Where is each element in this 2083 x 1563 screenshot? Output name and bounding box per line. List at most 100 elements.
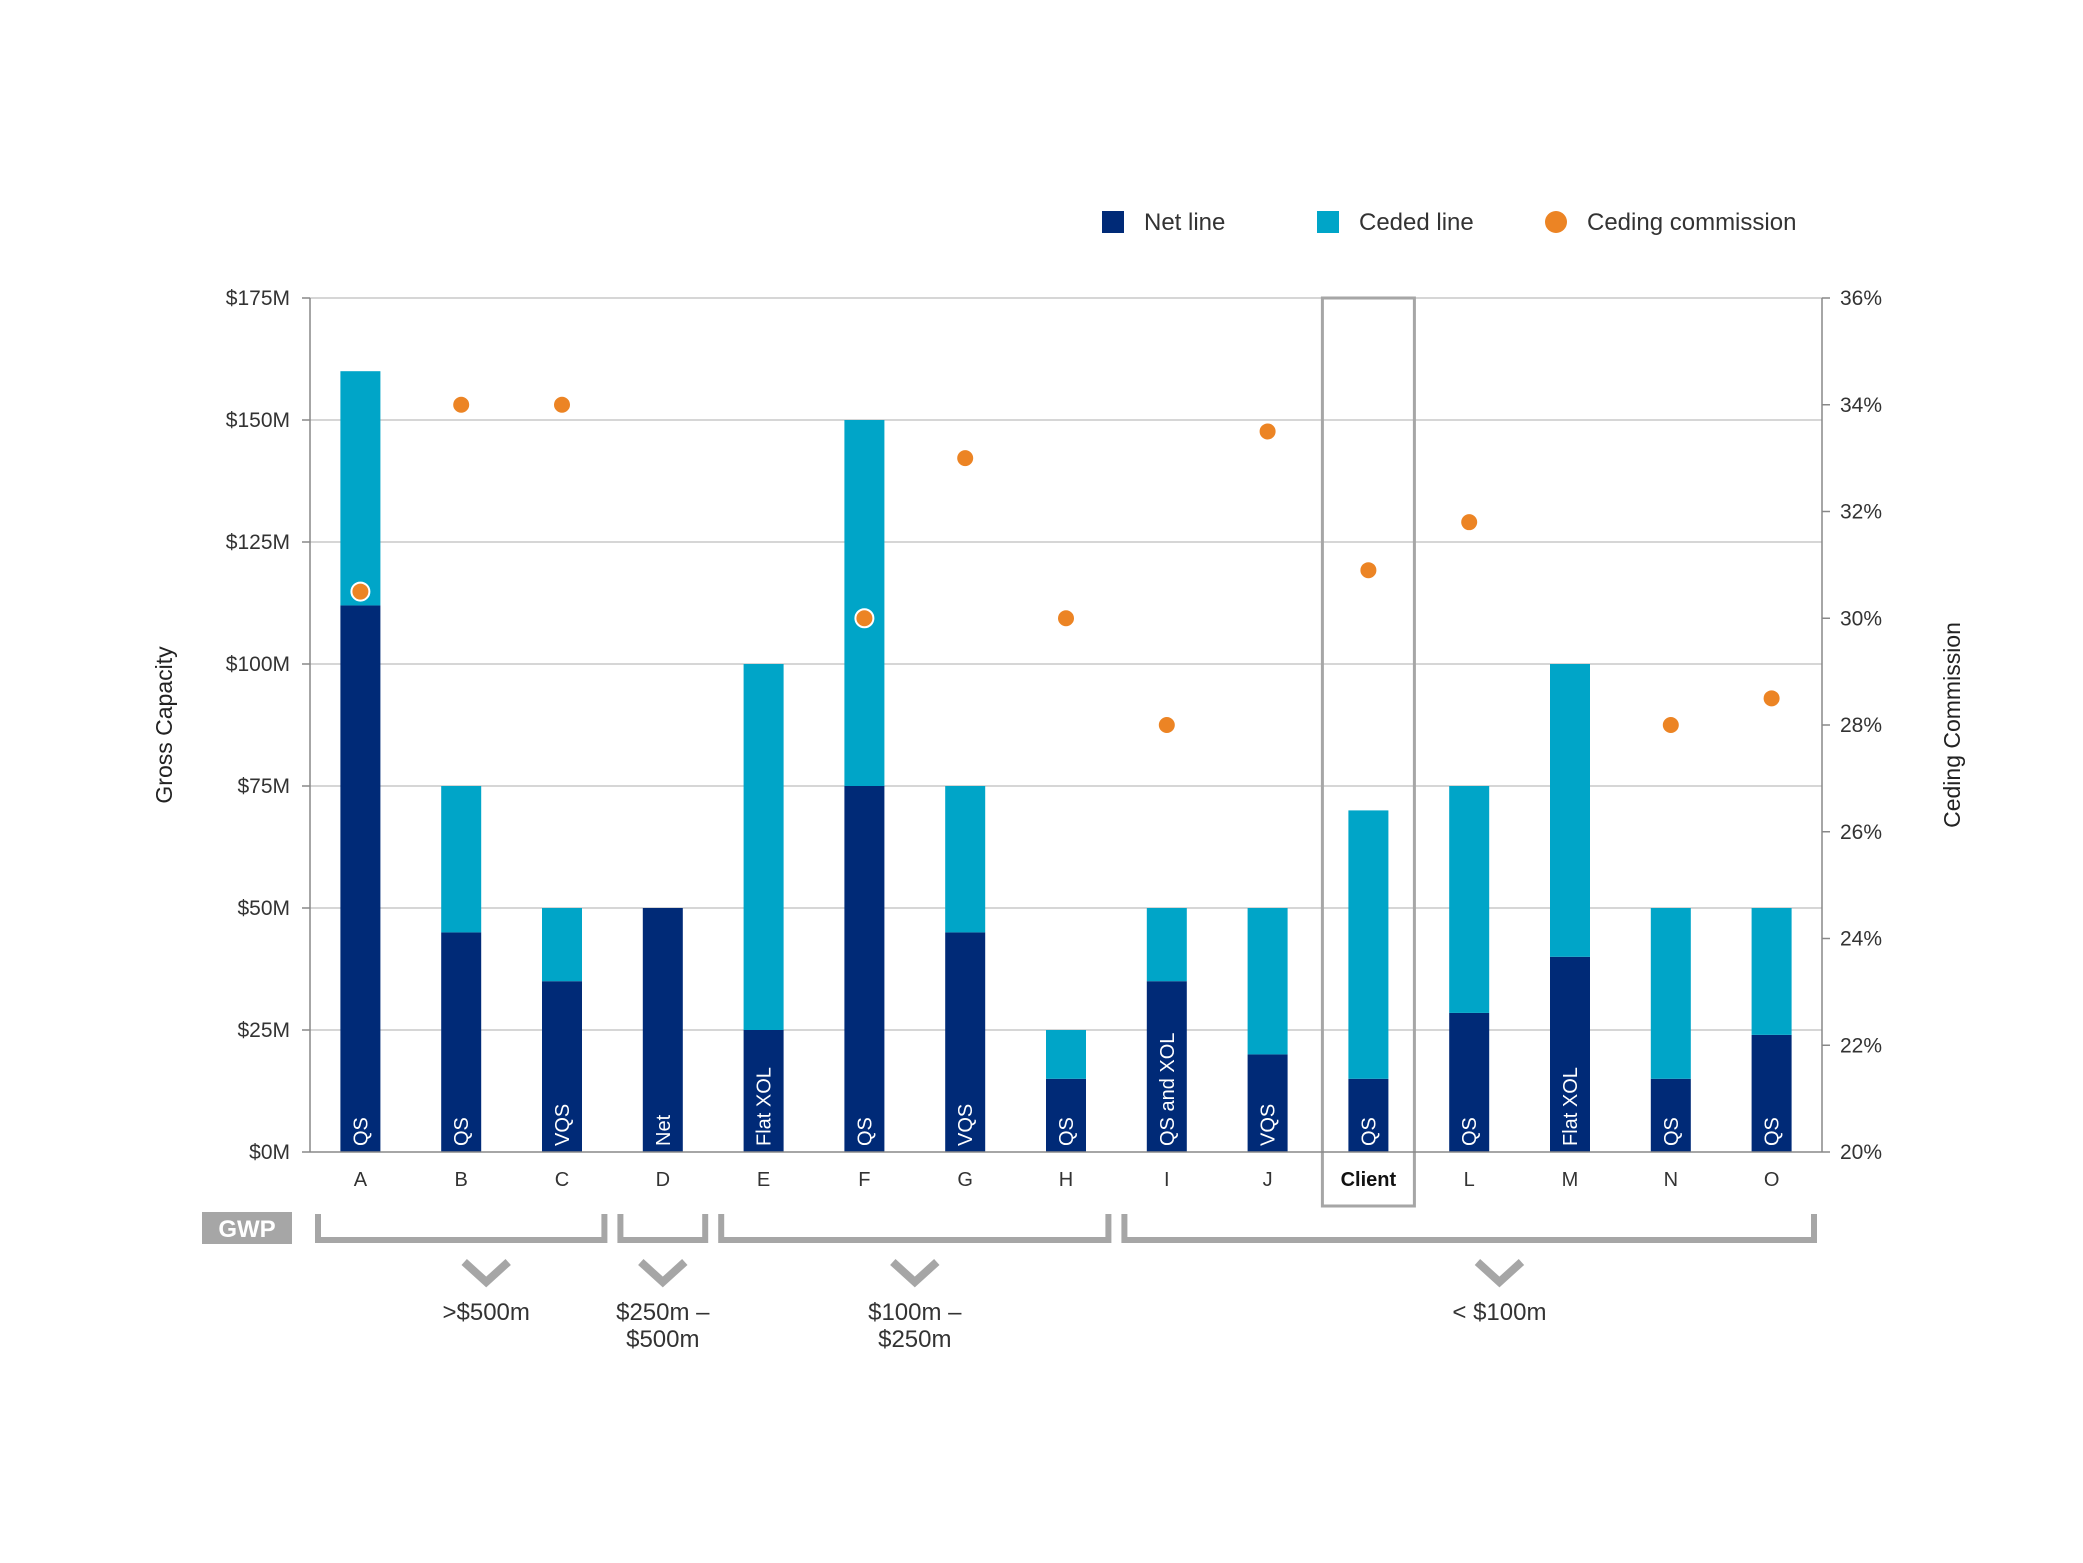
category-label: Client <box>1341 1169 1397 1191</box>
category-label: D <box>656 1169 670 1191</box>
category-label: A <box>354 1169 368 1191</box>
chevron-down-icon <box>638 1259 688 1288</box>
right-axis-tick-label: 28% <box>1840 714 1882 737</box>
bars <box>340 371 1792 1152</box>
left-axis-tick-label: $100M <box>226 653 290 676</box>
ceded-line-bar <box>542 908 582 982</box>
left-axis-tick-label: $175M <box>226 287 290 310</box>
category-label: C <box>555 1169 569 1191</box>
ceding-commission-point <box>1156 715 1177 735</box>
net-line-bar <box>1449 1012 1490 1152</box>
ceded-line-bar <box>1046 1030 1086 1079</box>
ceding-commission-point <box>1761 688 1782 709</box>
category-label: O <box>1764 1169 1780 1191</box>
gwp-label: GWP <box>218 1216 275 1243</box>
right-axis-tick-label: 20% <box>1840 1141 1882 1164</box>
right-axis-tick-label: 36% <box>1840 287 1882 310</box>
gwp-group-label: $250m – <box>616 1299 710 1326</box>
labels: QS A QS B VQS C Net D Flat XOL E QS F VQS G QS H QS and … <box>350 1033 1783 1191</box>
category-label: F <box>858 1169 870 1191</box>
ceding-commission-point <box>552 394 572 415</box>
highlight-box-client <box>1320 296 1416 1208</box>
chevron-down-icon <box>461 1259 511 1288</box>
legend-label: Ceding commission <box>1587 209 1796 236</box>
ceding-commission-point <box>1056 608 1076 629</box>
net-line-bar <box>1046 1078 1086 1152</box>
category-label: G <box>957 1169 973 1191</box>
legend-swatch <box>1317 211 1339 233</box>
ceding-commission-point <box>1358 560 1379 581</box>
bar-type-label: QS <box>451 1117 473 1146</box>
left-axis-tick-label: $50M <box>237 897 290 920</box>
net-line-bar <box>340 605 381 1152</box>
ceded-line-bar <box>844 420 885 786</box>
ceded-line-bar <box>1247 908 1288 1055</box>
ceded-line-bar <box>1348 810 1389 1079</box>
bar-type-label: QS <box>1459 1117 1481 1146</box>
net-line-bar <box>441 932 482 1152</box>
category-label: M <box>1562 1169 1579 1191</box>
right-axis-tick-label: 32% <box>1840 501 1882 524</box>
bar-type-label: VQS <box>1258 1104 1280 1146</box>
category-label: H <box>1059 1169 1073 1191</box>
bar-type-label: QS <box>1056 1117 1078 1146</box>
category-label: I <box>1164 1169 1170 1191</box>
gwp-group-label: $500m <box>626 1326 699 1353</box>
bar-type-label: QS and XOL <box>1157 1033 1179 1146</box>
ceding-commission-point <box>854 608 875 629</box>
gwp-group-label: $250m <box>878 1326 951 1353</box>
axes: $0M $25M $50M $75M $100M $125M $150M $175M 20% 22… <box>151 287 1965 1164</box>
category-label: L <box>1464 1169 1475 1191</box>
gwp-bracket <box>1121 1214 1817 1243</box>
gwp-groups: GWP >$500m $250m –$500m $100m –$250m < $100m <box>202 1212 1817 1353</box>
right-axis-title: Ceding Commission <box>1939 622 1965 828</box>
category-label: E <box>757 1169 770 1191</box>
right-axis-tick-label: 24% <box>1840 928 1882 951</box>
bar-type-label: QS <box>350 1117 372 1146</box>
right-axis-tick-label: 26% <box>1840 821 1882 844</box>
bar-type-label: QS <box>1358 1117 1380 1146</box>
right-axis-tick-label: 30% <box>1840 607 1882 630</box>
right-axis-tick-label: 34% <box>1840 394 1882 417</box>
net-line-bar <box>743 1030 784 1152</box>
gwp-group-label: < $100m <box>1452 1299 1546 1326</box>
bar-type-label: VQS <box>955 1104 977 1146</box>
gwp-group-label: >$500m <box>442 1299 529 1326</box>
net-line-bar <box>542 981 582 1152</box>
ceded-line-bar <box>1751 908 1792 1035</box>
ceded-line-bar <box>1146 908 1187 982</box>
ceded-line-bar <box>1449 786 1490 1013</box>
gwp-bracket <box>718 1214 1112 1243</box>
net-line-bar <box>844 786 885 1152</box>
chevron-down-icon <box>1474 1259 1525 1288</box>
gwp-bracket <box>315 1214 608 1243</box>
legend: Net line Ceded line Ceding commission <box>1102 209 1796 236</box>
ceding-commission-point <box>1257 421 1278 442</box>
left-axis-tick-label: $150M <box>226 409 290 432</box>
category-label: J <box>1263 1169 1273 1191</box>
legend-swatch <box>1102 211 1124 233</box>
chevron-down-icon <box>890 1259 940 1288</box>
category-label: B <box>455 1169 468 1191</box>
ceding-commission-point <box>1660 715 1681 735</box>
net-line-bar <box>642 908 683 1152</box>
net-line-bar <box>1650 1078 1691 1152</box>
ceding-commission-point <box>451 394 472 415</box>
ceded-line-bar <box>1550 664 1590 957</box>
ceding-commission-point <box>955 448 976 469</box>
gwp-group-label: $100m – <box>868 1299 962 1326</box>
ceded-line-bar <box>441 786 482 933</box>
legend-label: Ceded line <box>1359 209 1474 236</box>
gridlines <box>310 297 1822 1031</box>
net-line-bar <box>1550 956 1590 1152</box>
bar-type-label: Flat XOL <box>1560 1067 1582 1146</box>
net-line-bar <box>945 932 986 1152</box>
bar-type-label: Net <box>653 1114 675 1146</box>
right-axis-tick-label: 22% <box>1840 1034 1882 1057</box>
ceded-line-bar <box>743 664 784 1030</box>
left-axis-tick-label: $125M <box>226 531 290 554</box>
category-label: N <box>1664 1169 1678 1191</box>
bar-type-label: VQS <box>552 1104 574 1146</box>
legend-label: Net line <box>1144 209 1225 236</box>
bar-type-label: QS <box>1762 1117 1784 1146</box>
